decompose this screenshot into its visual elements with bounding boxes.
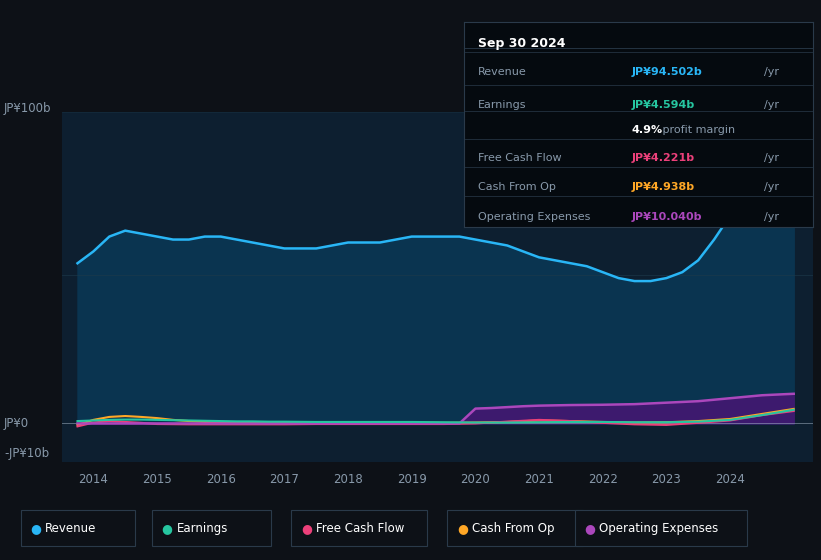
Text: Earnings: Earnings — [177, 521, 228, 535]
Text: 4.9%: 4.9% — [631, 125, 663, 134]
Text: JP¥100b: JP¥100b — [4, 102, 52, 115]
Text: 2014: 2014 — [79, 473, 108, 486]
Text: 2017: 2017 — [269, 473, 300, 486]
Text: Revenue: Revenue — [45, 521, 97, 535]
Text: /yr: /yr — [764, 100, 779, 110]
Text: 2016: 2016 — [206, 473, 236, 486]
Text: Cash From Op: Cash From Op — [472, 521, 554, 535]
Text: ●: ● — [456, 521, 468, 535]
Text: 2019: 2019 — [397, 473, 427, 486]
Text: /yr: /yr — [764, 153, 779, 163]
Text: ●: ● — [30, 521, 41, 535]
Text: JP¥0: JP¥0 — [4, 417, 30, 430]
Text: JP¥4.221b: JP¥4.221b — [631, 153, 695, 163]
Text: -JP¥10b: -JP¥10b — [4, 447, 49, 460]
Text: JP¥4.938b: JP¥4.938b — [631, 182, 695, 192]
Text: 2015: 2015 — [142, 473, 172, 486]
Text: 2020: 2020 — [461, 473, 490, 486]
Text: JP¥10.040b: JP¥10.040b — [631, 212, 702, 222]
Text: Sep 30 2024: Sep 30 2024 — [478, 37, 566, 50]
Text: ●: ● — [300, 521, 312, 535]
Text: 2018: 2018 — [333, 473, 363, 486]
Text: JP¥94.502b: JP¥94.502b — [631, 67, 702, 77]
Text: 2021: 2021 — [524, 473, 554, 486]
Text: /yr: /yr — [764, 212, 779, 222]
Text: /yr: /yr — [764, 67, 779, 77]
Text: Cash From Op: Cash From Op — [478, 182, 556, 192]
Text: 2023: 2023 — [652, 473, 681, 486]
Text: JP¥4.594b: JP¥4.594b — [631, 100, 695, 110]
Text: 2022: 2022 — [588, 473, 617, 486]
Text: Revenue: Revenue — [478, 67, 526, 77]
Text: profit margin: profit margin — [659, 125, 736, 134]
Text: Earnings: Earnings — [478, 100, 526, 110]
Text: /yr: /yr — [764, 182, 779, 192]
Text: Free Cash Flow: Free Cash Flow — [316, 521, 405, 535]
Text: 2024: 2024 — [715, 473, 745, 486]
Text: Operating Expenses: Operating Expenses — [478, 212, 590, 222]
Text: ●: ● — [584, 521, 595, 535]
Text: Operating Expenses: Operating Expenses — [599, 521, 718, 535]
Text: Free Cash Flow: Free Cash Flow — [478, 153, 562, 163]
Text: ●: ● — [161, 521, 172, 535]
